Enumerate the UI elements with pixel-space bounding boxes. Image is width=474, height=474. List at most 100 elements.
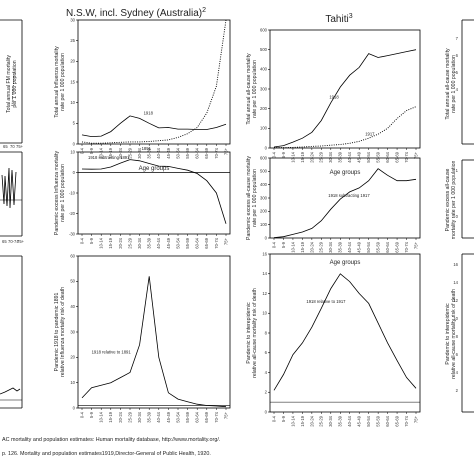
ytick-label-nsw-excess-3: 0	[73, 170, 76, 175]
left-top-xtick-3: 75+	[16, 144, 24, 149]
xtick-label-tahiti-relative-1: 5-9	[281, 415, 286, 422]
right-top-ylabel-1: Total annual all-cause mortality	[445, 48, 451, 120]
right-top-ytick-4: 4	[456, 87, 459, 92]
xtick-label-nsw-excess-9: 45-49	[166, 237, 171, 248]
xtick-label-nsw-rate-11: 55-59	[185, 147, 190, 158]
xtick-label-tahiti-rate-5: 25-29	[319, 151, 324, 162]
ytick-label-tahiti-rate-0: 0	[265, 145, 268, 150]
left-bot-line	[0, 387, 21, 395]
panel-tahiti-relative: 0 2 4 6 8 10 12 14 16 0-4 5-9 10-14 15-19 20-24 25-29 3…	[246, 251, 421, 427]
xtick-label-nsw-relative-3: 15-19	[108, 411, 113, 422]
ylabel-nsw-relative-0: Pandemic 1918 to pandemic 1891	[54, 293, 60, 372]
xtick-label-nsw-rate-8: 40-44	[156, 147, 161, 158]
xtick-label-tahiti-relative-4: 20-24	[309, 415, 314, 426]
xtick-label-tahiti-rate-12: 60-64	[385, 151, 390, 162]
xtick-label-nsw-excess-5: 25-29	[127, 237, 132, 248]
left-mid-xtick-3: 75+	[17, 239, 25, 244]
xtick-label-nsw-excess-8: 40-44	[156, 237, 161, 248]
ytick-label-nsw-excess-4: 10	[70, 149, 75, 154]
xtick-label-nsw-relative-13: 65-69	[204, 411, 209, 422]
xtick-label-tahiti-relative-14: 70-74	[404, 415, 409, 426]
right-bot-ytick-6: 6	[456, 352, 459, 357]
xtick-label-tahiti-relative-7: 35-39	[338, 415, 343, 426]
xtick-label-nsw-relative-2: 10-14	[99, 411, 104, 422]
series-line-nsw-rate-1	[81, 19, 227, 144]
right-mid-ylabel-1: Pandemic excess all-cause	[445, 168, 451, 231]
xtick-label-tahiti-excess-2: 10-14	[290, 241, 295, 252]
xlabel-tahiti-excess: Age groups	[330, 260, 361, 266]
xtick-label-nsw-relative-15: 75+	[223, 411, 228, 419]
xtick-label-nsw-excess-12: 60-64	[195, 237, 200, 248]
ylabel-tahiti-rate-1: rate per 1 000 population	[252, 60, 258, 118]
xtick-label-tahiti-relative-10: 50-54	[366, 415, 371, 426]
ytick-label-tahiti-relative-8: 16	[262, 251, 267, 256]
ytick-label-tahiti-excess-5: 500	[260, 169, 268, 174]
xtick-label-tahiti-relative-6: 30-34	[328, 415, 333, 426]
xtick-label-nsw-relative-11: 55-59	[185, 411, 190, 422]
ytick-label-nsw-rate-0: 0	[73, 141, 76, 146]
ylabel-nsw-rate-0: Total annual Influenza mortality	[54, 46, 60, 118]
xtick-label-tahiti-relative-9: 45-49	[357, 415, 362, 426]
xtick-label-tahiti-excess-10: 50-54	[366, 241, 371, 252]
xtick-label-nsw-relative-12: 60-64	[195, 411, 200, 422]
annotation-nsw-relative-0: 1918 relative to 1891	[92, 350, 132, 355]
ylabel-tahiti-excess-0: Pandemic excess all-cause mortality	[246, 156, 252, 240]
xtick-label-tahiti-relative-12: 60-64	[385, 415, 390, 426]
right-mid-ytick-1: 1	[456, 168, 459, 173]
ytick-label-tahiti-relative-0: 0	[265, 409, 268, 414]
xtick-label-tahiti-excess-0: 0-4	[271, 241, 276, 248]
xtick-label-tahiti-relative-13: 65-69	[394, 415, 399, 426]
xtick-label-nsw-rate-4: 20-24	[118, 147, 123, 158]
xlabel-tahiti-rate: Age groups	[330, 170, 361, 176]
right-bot-ytick-1: 16	[453, 262, 458, 267]
xtick-label-nsw-excess-14: 70-74	[214, 237, 219, 248]
xtick-label-nsw-relative-8: 40-44	[156, 411, 161, 422]
xtick-label-tahiti-rate-0: 0-4	[271, 151, 276, 158]
series-line-nsw-rate-0	[81, 115, 227, 138]
right-bot-ylabel-1: Pandemic to interepidemic	[445, 303, 451, 365]
annotation-tahiti-excess-0: 1918 subtracting 1917	[328, 193, 370, 198]
title-tahiti: Tahiti3	[325, 13, 352, 25]
left-mid-xtick-1: 65	[2, 239, 7, 244]
xtick-label-nsw-rate-15: 75+	[223, 147, 228, 155]
ylabel-nsw-rate-1: rate per 1 000 population	[60, 53, 66, 111]
xtick-label-tahiti-excess-7: 35-39	[338, 241, 343, 252]
frame-tahiti-rate	[269, 29, 421, 149]
ytick-label-tahiti-relative-4: 8	[265, 330, 268, 335]
left-partial-panels: 65 70 75+ 65 70-74 75+ Total annual FM m…	[0, 19, 25, 409]
ytick-label-nsw-rate-4: 20	[70, 59, 75, 64]
ytick-label-nsw-relative-1: 10	[70, 380, 75, 385]
series-line-tahiti-rate-1	[273, 106, 417, 149]
ytick-label-tahiti-relative-5: 10	[262, 311, 267, 316]
ytick-label-tahiti-excess-4: 400	[260, 182, 268, 187]
ytick-label-tahiti-rate-5: 500	[260, 47, 268, 52]
xtick-label-tahiti-rate-1: 5-9	[281, 151, 286, 158]
xtick-label-nsw-rate-13: 65-69	[204, 147, 209, 158]
series-line-nsw-relative-0	[81, 276, 227, 408]
xtick-label-tahiti-excess-5: 25-29	[319, 241, 324, 252]
xtick-label-tahiti-relative-11: 55-59	[376, 415, 381, 426]
xtick-label-tahiti-excess-15: 75+	[413, 241, 418, 249]
xtick-label-nsw-relative-6: 30-34	[137, 411, 142, 422]
xtick-label-nsw-relative-4: 20-24	[118, 411, 123, 422]
xtick-label-nsw-rate-3: 15-19	[108, 147, 113, 158]
xtick-label-tahiti-relative-8: 40-44	[347, 415, 352, 426]
right-bot-ylabel-2: relative all-cause mortality risk of dea…	[451, 289, 457, 379]
xtick-label-tahiti-rate-6: 30-34	[328, 151, 333, 162]
ytick-label-nsw-relative-5: 50	[70, 279, 75, 284]
xlabel-nsw-rate: Age groups	[139, 166, 170, 172]
ytick-label-tahiti-rate-3: 300	[260, 86, 268, 91]
xtick-label-tahiti-excess-4: 20-24	[309, 241, 314, 252]
xtick-label-nsw-rate-7: 35-39	[147, 147, 152, 158]
xtick-label-tahiti-relative-15: 75+	[413, 415, 418, 423]
series-line-tahiti-rate-0	[273, 49, 417, 148]
xtick-label-nsw-relative-5: 25-29	[127, 411, 132, 422]
ytick-label-tahiti-excess-6: 600	[260, 155, 268, 160]
left-partial-ylabel-1: Total annual FM mortality	[6, 55, 12, 113]
ylabel-tahiti-relative-1: relative all-cause mortality risk of dea…	[252, 288, 258, 378]
panel-nsw-rate: 0 5 10 15 20 25 30 0-4 5-9 10-14 15-19 20-24 25-29 30…	[54, 17, 231, 172]
xtick-label-nsw-excess-6: 30-34	[137, 237, 142, 248]
ytick-label-tahiti-relative-7: 14	[262, 271, 267, 276]
